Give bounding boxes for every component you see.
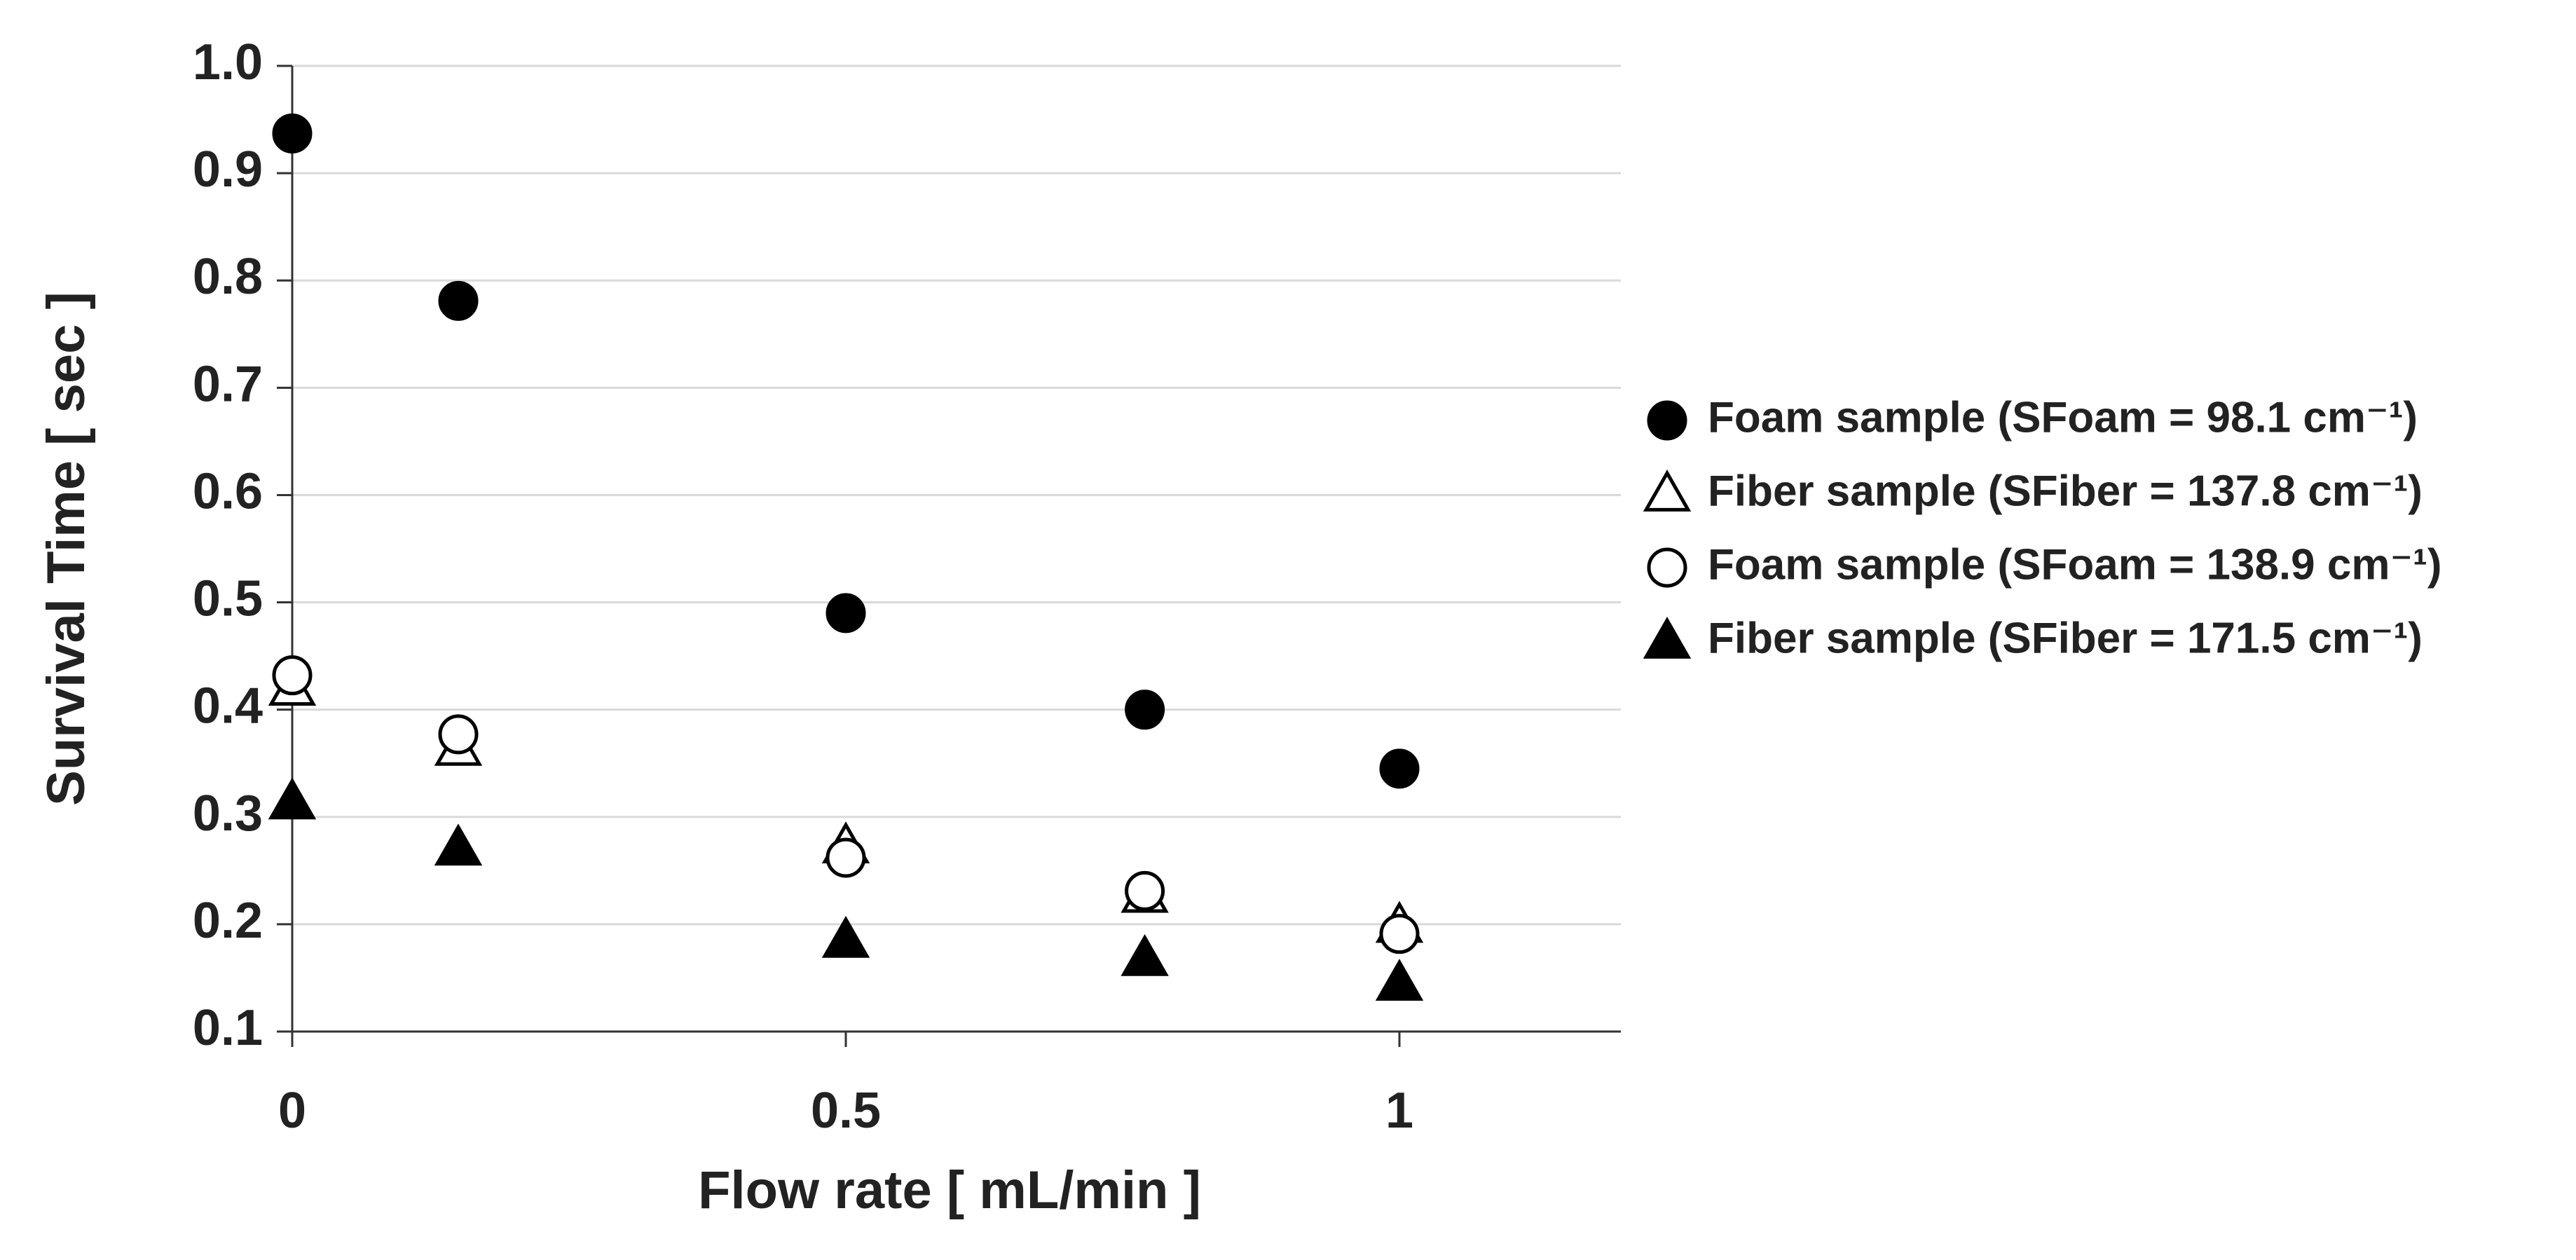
data-point (272, 655, 313, 696)
y-tick-label: 0.2 (193, 893, 263, 949)
y-tick-label: 0.9 (193, 142, 263, 198)
data-point (1121, 933, 1169, 976)
data-point (1125, 870, 1165, 911)
legend-marker (1643, 617, 1692, 659)
legend-label: Fiber sample (SFiber = 137.8 cm⁻¹) (1708, 467, 2423, 515)
legend-marker (1647, 547, 1687, 588)
data-point (438, 714, 479, 755)
legend-label: Fiber sample (SFiber = 171.5 cm⁻¹) (1708, 614, 2423, 662)
data-point (438, 280, 479, 321)
data-point (1375, 959, 1424, 1001)
legend-marker (1647, 400, 1687, 441)
y-tick-label: 0.6 (193, 463, 263, 519)
legend-label: Foam sample (SFoam = 138.9 cm⁻¹) (1708, 540, 2442, 589)
data-point (821, 915, 870, 958)
legend-marker (1643, 470, 1692, 512)
y-tick-label: 0.1 (193, 1000, 263, 1056)
data-point (1125, 690, 1165, 730)
x-tick-label: 1 (1385, 1083, 1413, 1139)
y-tick-label: 0.8 (193, 249, 263, 305)
x-tick-label: 0 (278, 1083, 306, 1139)
x-axis-title: Flow rate [ mL/min ] (698, 1160, 1201, 1220)
legend-label: Foam sample (SFoam = 98.1 cm⁻¹) (1708, 393, 2418, 441)
data-point (272, 113, 313, 153)
y-tick-label: 1.0 (193, 34, 263, 90)
data-point (1379, 914, 1420, 954)
y-axis-title: Survival Time [ sec ] (36, 292, 96, 806)
data-point (1379, 748, 1420, 789)
x-tick-label: 0.5 (811, 1083, 881, 1139)
y-tick-label: 0.3 (193, 786, 263, 842)
y-tick-label: 0.5 (193, 571, 263, 627)
y-tick-label: 0.7 (193, 356, 263, 412)
data-point (434, 823, 483, 866)
y-tick-label: 0.4 (193, 678, 263, 734)
data-point (268, 777, 317, 820)
data-point (825, 593, 866, 634)
data-point (825, 837, 866, 878)
